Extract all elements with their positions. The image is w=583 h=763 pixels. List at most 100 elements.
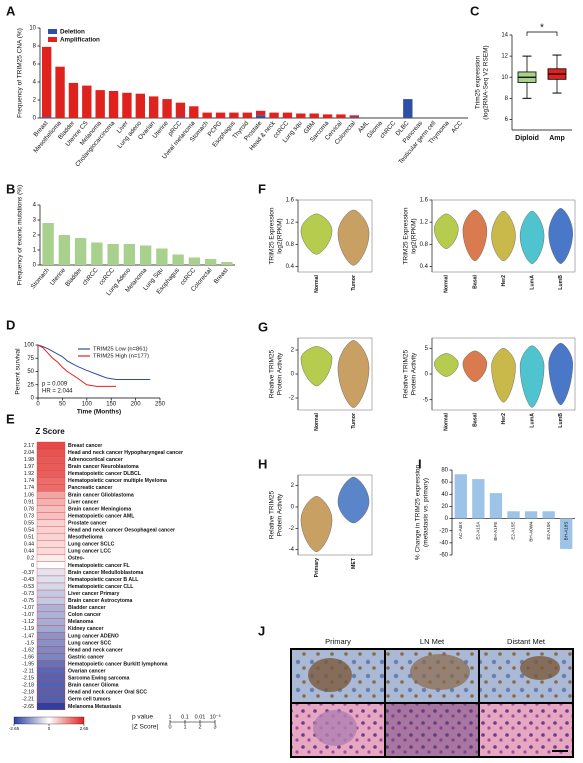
- bar: [204, 259, 217, 265]
- cancer-label: Hematopoietic cancer B ALL: [68, 577, 139, 583]
- panel-label: C: [470, 3, 480, 18]
- x-tick-label: 0: [36, 402, 40, 408]
- legend-label: TRIM25 Low (n=861): [93, 347, 148, 353]
- heatmap-cell: [36, 568, 66, 577]
- heatmap-cell: [36, 505, 66, 513]
- z-score-label: -1.66: [22, 654, 34, 660]
- panel-label: G: [258, 319, 268, 334]
- cancer-label: Hematopoietic cancer DLBCL: [68, 471, 142, 477]
- z-score-label: 0.51: [24, 535, 34, 541]
- heatmap-cell: [36, 674, 66, 682]
- bar: [215, 112, 226, 118]
- x-tick-label: E2-A15A: [476, 522, 481, 540]
- y-tick-label: -2: [289, 526, 295, 532]
- y-tick-label: 2: [33, 98, 37, 104]
- x-tick-label: Normal: [314, 412, 320, 430]
- cancer-label: Breast cancer: [68, 443, 102, 449]
- heatmap-cell: [36, 526, 66, 534]
- heatmap-cell: [36, 498, 66, 506]
- heatmap-cell: [36, 639, 66, 647]
- violin: [491, 348, 516, 403]
- y-tick-label: -2: [289, 396, 295, 402]
- y-tick-label: 1.6: [286, 198, 295, 204]
- he-image: [386, 704, 478, 756]
- y-axis-label: Protein Activity: [277, 352, 284, 395]
- z-score-label: -1.62: [22, 647, 34, 653]
- pvalue-tick-label: 1: [168, 714, 171, 720]
- plot-frame: [297, 199, 373, 273]
- heatmap-cell: [36, 604, 66, 612]
- bar: [221, 262, 233, 265]
- x-tick-label: LumB: [558, 275, 564, 290]
- bar: [349, 115, 359, 118]
- cancer-label: Pancreatic cancer: [68, 485, 112, 491]
- bar: [68, 82, 79, 118]
- x-axis-label: Time (Months): [77, 409, 121, 416]
- legend-label: Deletion: [60, 29, 85, 36]
- zscore-tick-label: 0: [168, 724, 171, 730]
- bar: [175, 102, 186, 118]
- y-tick-label: 60: [441, 480, 448, 486]
- x-tick-label: E2-A15E: [511, 522, 516, 540]
- significance-label: *: [540, 23, 544, 34]
- y-tick-label: 2: [291, 483, 295, 489]
- cancer-label: Melanoma Metastasis: [68, 704, 121, 710]
- z-score-label: 0.54: [24, 528, 34, 534]
- x-tick-label: AC-A6IX: [458, 522, 463, 540]
- y-axis-label: Protein Activity: [411, 352, 418, 395]
- cancer-label: Brain cancer Neuroblastoma: [68, 464, 139, 470]
- heatmap-cell: [36, 462, 66, 471]
- z-score-label: -0.37: [22, 570, 34, 576]
- panel-label: B: [6, 181, 15, 196]
- y-tick-label: 4: [33, 203, 37, 209]
- violin: [462, 350, 488, 382]
- cancer-label: Hematopoietic cancer AML: [68, 513, 135, 519]
- colorbar-tick-label: 2.65: [80, 726, 89, 731]
- tumor-nest: [410, 654, 470, 690]
- x-tick-label: chRCC: [81, 267, 100, 287]
- bar: [489, 493, 503, 519]
- colorbar: [13, 716, 85, 725]
- x-tick-label: Diploid: [515, 135, 539, 142]
- heatmap-cell: [36, 455, 66, 464]
- y-tick-label: 1: [33, 248, 37, 254]
- x-tick-label: 150: [106, 402, 117, 408]
- heatmap-cell: [36, 589, 66, 598]
- y-tick-label: -4: [289, 547, 295, 553]
- cancer-label: Germ cell tumors: [68, 697, 111, 703]
- violin: [300, 496, 333, 553]
- z-score-label: 1.97: [24, 464, 34, 470]
- panel-label: D: [6, 317, 15, 332]
- heatmap-cell: [36, 582, 66, 591]
- heatmap-cell: [36, 547, 66, 555]
- heatmap-cell: [36, 625, 66, 633]
- y-tick-label: -20: [439, 528, 448, 534]
- heatmap-cell: [36, 646, 66, 654]
- x-tick-label: 250: [155, 402, 166, 408]
- x-tick-label: Basal: [472, 412, 478, 426]
- legend-swatch: [48, 29, 57, 34]
- legend-label: Amplification: [60, 37, 100, 44]
- cancer-label: Lung cancer LCC: [68, 549, 111, 555]
- bar: [296, 113, 306, 118]
- panel-label: A: [6, 3, 16, 18]
- y-tick-label: 0: [445, 516, 449, 522]
- z-score-label: -0.43: [22, 577, 34, 583]
- bar: [349, 117, 359, 118]
- tumor-nest: [520, 656, 560, 680]
- violin: [300, 213, 333, 255]
- heatmap-cell: [36, 618, 66, 626]
- bar: [107, 244, 119, 265]
- y-axis-label: % Change in TRIM25 expression: [415, 464, 422, 560]
- legend-label: TRIM25 High (n=177): [93, 354, 149, 360]
- violin: [519, 210, 545, 264]
- y-tick-label: 1.2: [420, 220, 429, 226]
- cancer-label: Head and neck cancer Oral SCC: [68, 690, 147, 696]
- zscore-tick-label: 3: [213, 724, 216, 730]
- z-score-label: 1.92: [24, 471, 34, 477]
- y-tick-label: 0: [31, 396, 35, 402]
- bar: [58, 235, 71, 265]
- bar: [42, 46, 52, 118]
- y-axis-label: Relative TRIM25: [403, 349, 410, 398]
- violin: [337, 340, 370, 408]
